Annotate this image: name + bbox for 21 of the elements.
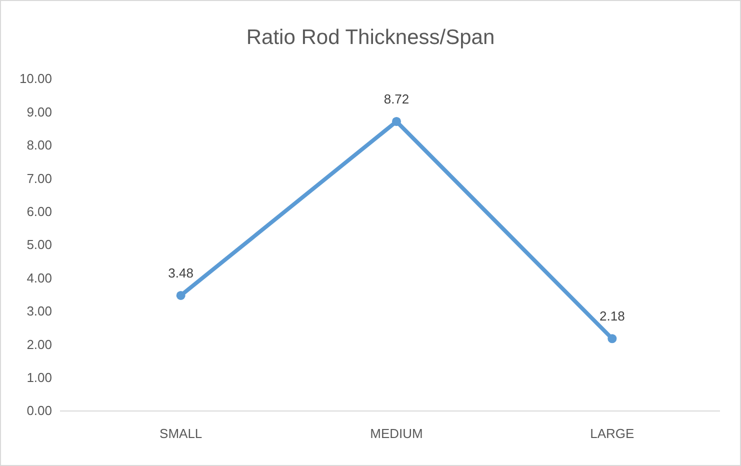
data-label: 3.48 [168,265,194,280]
point [608,334,617,344]
y-tick-label: 10.00 [19,71,52,86]
y-tick-label: 5.00 [26,237,52,252]
y-tick-label: 6.00 [26,204,52,219]
point [176,290,186,300]
y-tick-label: 1.00 [26,370,52,385]
point [392,116,402,126]
y-tick-label: 3.00 [26,304,52,319]
data-label: 8.72 [384,91,410,106]
y-tick-label: 0.00 [26,403,52,418]
x-tick-label: LARGE [590,426,635,442]
x-tick-label: MEDIUM [370,426,423,442]
chart-title: Ratio Rod Thickness/Span [246,26,495,49]
data-label: 2.18 [600,308,625,324]
y-tick-label: 2.00 [26,336,52,352]
y-tick-label: 4.00 [26,270,52,286]
y-tick-label: 8.00 [26,138,52,153]
y-tick-label: 9.00 [26,104,52,120]
y-tick-label: 7.00 [26,170,52,186]
x-tick-label: SMALL [160,426,202,442]
